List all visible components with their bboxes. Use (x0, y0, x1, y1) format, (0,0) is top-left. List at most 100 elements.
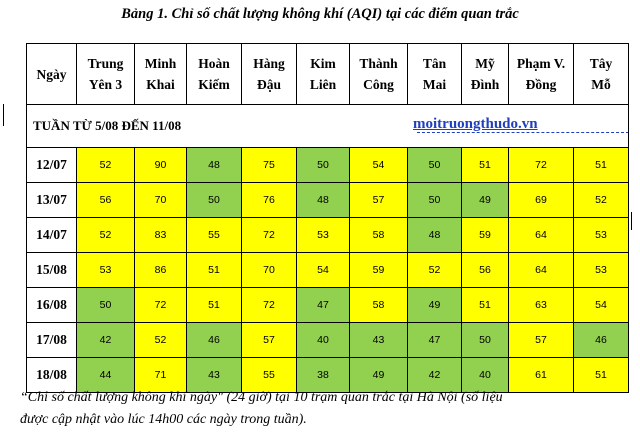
aqi-value-cell: 59 (349, 252, 408, 288)
anchor-marker: ▼ (626, 127, 628, 138)
station-header: Phạm V. Đồng (508, 43, 574, 105)
table-row: 17/08 42 52 46 57 40 43 47 50 57 46 (26, 322, 629, 358)
aqi-value-cell: 48 (296, 182, 350, 218)
aqi-value-cell: 52 (407, 252, 462, 288)
table-title: Bảng 1. Chỉ số chất lượng không khí (AQI… (121, 6, 519, 22)
caption: “Chỉ số chất lượng không khí ngày" (24 g… (20, 387, 640, 431)
aqi-value-cell: 83 (134, 217, 187, 253)
station-name-line2: Đậu (256, 77, 281, 92)
aqi-value-cell: 51 (573, 147, 629, 183)
aqi-value-cell: 52 (76, 217, 135, 253)
aqi-value-cell: 50 (407, 147, 462, 183)
station-name-line2: Công (363, 77, 394, 92)
aqi-value-cell: 51 (186, 287, 242, 323)
day-cell: 14/07 (26, 217, 77, 253)
table-row: 13/07 56 70 50 76 48 57 50 49 69 52 (26, 182, 629, 218)
day-cell: 15/08 (26, 252, 77, 288)
watermark-link[interactable]: moitruongthudo.vn (413, 116, 538, 132)
aqi-value-cell: 57 (241, 322, 297, 358)
day-cell: 17/08 (26, 322, 77, 358)
day-cell: 13/07 (26, 182, 77, 218)
aqi-value-cell: 54 (349, 147, 408, 183)
station-header: Tây Mỗ (573, 43, 629, 105)
week-label: TUẦN TỪ 5/08 ĐẾN 11/08 (33, 118, 182, 133)
aqi-value-cell: 53 (296, 217, 350, 253)
aqi-value-cell: 49 (461, 182, 509, 218)
aqi-value-cell: 40 (296, 322, 350, 358)
station-name-line1: Thành (359, 56, 398, 71)
station-name-line1: Tây (589, 56, 613, 71)
aqi-value-cell: 49 (407, 287, 462, 323)
aqi-value-cell: 56 (76, 182, 135, 218)
caption-line-1: “Chỉ số chất lượng không khí ngày" (24 g… (20, 390, 503, 405)
station-name-line2: Liên (309, 77, 337, 92)
aqi-value-cell: 40 (461, 357, 509, 393)
station-name-line2: Yên 3 (88, 77, 123, 92)
aqi-value-cell: 50 (296, 147, 350, 183)
aqi-value-cell: 64 (508, 217, 574, 253)
aqi-value-cell: 64 (508, 252, 574, 288)
station-header: Kim Liên (296, 43, 350, 105)
table-row: 16/08 50 72 51 72 47 58 49 51 63 54 (26, 287, 629, 323)
aqi-value-cell: 86 (134, 252, 187, 288)
aqi-value-cell: 90 (134, 147, 187, 183)
station-name-line2: Khai (146, 77, 175, 92)
day-header: Ngày (26, 43, 77, 105)
station-name-line1: Phạm V. (516, 56, 566, 71)
station-name-line2: Kiếm (198, 77, 230, 92)
aqi-value-cell: 76 (241, 182, 297, 218)
aqi-value-cell: 56 (461, 252, 509, 288)
aqi-value-cell: 57 (508, 322, 574, 358)
aqi-value-cell: 42 (76, 322, 135, 358)
aqi-table: Ngày Trung Yên 3 Minh Khai Hoàn Kiếm Hàng Đậu Ki… (26, 43, 629, 393)
aqi-value-cell: 75 (241, 147, 297, 183)
station-name-line2: Mai (422, 77, 447, 92)
aqi-value-cell: 72 (134, 287, 187, 323)
aqi-value-cell: 55 (186, 217, 242, 253)
station-header: Tân Mai (407, 43, 462, 105)
aqi-value-cell: 51 (186, 252, 242, 288)
day-cell: 16/08 (26, 287, 77, 323)
aqi-value-cell: 43 (186, 357, 242, 393)
table-row: 18/08 44 71 43 55 38 49 42 40 61 51 (26, 357, 629, 393)
aqi-value-cell: 63 (508, 287, 574, 323)
station-header: Mỹ Đình (461, 43, 509, 105)
text-cursor-mark (631, 212, 632, 230)
aqi-value-cell: 47 (296, 287, 350, 323)
aqi-value-cell: 50 (186, 182, 242, 218)
aqi-value-cell: 72 (241, 287, 297, 323)
aqi-value-cell: 43 (349, 322, 408, 358)
station-name-line2: Đình (470, 77, 500, 92)
station-name-line2: Mỗ (591, 77, 611, 92)
aqi-value-cell: 69 (508, 182, 574, 218)
aqi-value-cell: 50 (76, 287, 135, 323)
week-row: TUẦN TỪ 5/08 ĐẾN 11/08 moitruongthudo.vn… (26, 104, 629, 148)
table-row: 15/08 53 86 51 70 54 59 52 56 64 53 (26, 252, 629, 288)
station-name-line1: Kim (310, 56, 336, 71)
station-header: Trung Yên 3 (76, 43, 135, 105)
aqi-value-cell: 48 (407, 217, 462, 253)
aqi-value-cell: 57 (349, 182, 408, 218)
watermark-dashed-line (417, 132, 628, 133)
aqi-value-cell: 46 (186, 322, 242, 358)
station-header: Thành Công (349, 43, 408, 105)
aqi-value-cell: 58 (349, 217, 408, 253)
aqi-value-cell: 50 (461, 322, 509, 358)
aqi-value-cell: 72 (508, 147, 574, 183)
aqi-value-cell: 42 (407, 357, 462, 393)
aqi-value-cell: 72 (241, 217, 297, 253)
aqi-value-cell: 38 (296, 357, 350, 393)
aqi-value-cell: 54 (296, 252, 350, 288)
station-header: Hoàn Kiếm (186, 43, 242, 105)
aqi-value-cell: 53 (573, 217, 629, 253)
aqi-value-cell: 49 (349, 357, 408, 393)
aqi-value-cell: 70 (241, 252, 297, 288)
station-name-line1: Hoàn (198, 56, 230, 71)
table-row: 14/07 52 83 55 72 53 58 48 59 64 53 (26, 217, 629, 253)
station-header: Hàng Đậu (241, 43, 297, 105)
week-cell: TUẦN TỪ 5/08 ĐẾN 11/08 moitruongthudo.vn… (26, 104, 629, 148)
aqi-value-cell: 59 (461, 217, 509, 253)
station-name-line1: Minh (144, 56, 177, 71)
aqi-value-cell: 51 (461, 287, 509, 323)
aqi-value-cell: 46 (573, 322, 629, 358)
